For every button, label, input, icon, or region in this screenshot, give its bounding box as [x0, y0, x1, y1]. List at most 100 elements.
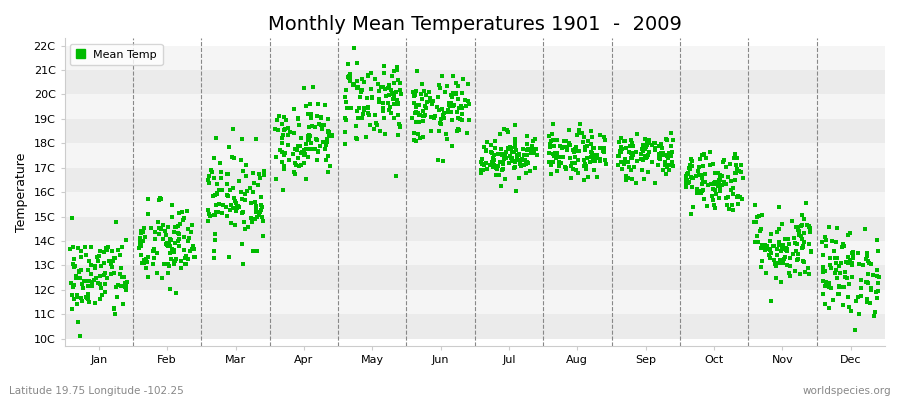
Point: [247, 188, 261, 195]
Point: [803, 225, 817, 232]
Point: [708, 187, 723, 194]
Point: [148, 236, 162, 242]
Point: [586, 155, 600, 162]
Point: [302, 146, 316, 152]
Point: [206, 248, 220, 254]
Point: [234, 210, 248, 216]
Point: [208, 237, 222, 244]
Point: [106, 304, 121, 311]
Point: [311, 149, 326, 155]
Point: [767, 242, 781, 249]
Point: [375, 105, 390, 112]
Point: [547, 143, 562, 150]
Point: [861, 280, 876, 286]
Point: [291, 142, 305, 149]
Point: [860, 299, 875, 305]
Point: [210, 190, 224, 196]
Point: [706, 196, 720, 203]
Point: [440, 83, 454, 89]
Point: [454, 111, 469, 117]
Point: [684, 156, 698, 162]
Point: [212, 187, 226, 194]
Point: [626, 150, 640, 156]
Bar: [65, 216, 885, 241]
Point: [850, 250, 865, 256]
Point: [569, 167, 583, 174]
Point: [701, 182, 716, 188]
Point: [827, 248, 842, 254]
Point: [442, 100, 456, 106]
Point: [636, 146, 651, 152]
Point: [72, 268, 86, 274]
Point: [871, 280, 886, 286]
Point: [69, 294, 84, 300]
Point: [597, 134, 611, 141]
Point: [407, 93, 421, 99]
Point: [297, 152, 311, 158]
Point: [320, 153, 335, 160]
Point: [291, 154, 305, 161]
Point: [135, 259, 149, 266]
Point: [550, 136, 564, 143]
Point: [382, 107, 397, 114]
Point: [454, 102, 469, 109]
Point: [775, 258, 789, 264]
Point: [715, 173, 729, 179]
Point: [132, 245, 147, 252]
Point: [204, 168, 219, 175]
Point: [597, 145, 611, 152]
Point: [597, 134, 611, 140]
Point: [799, 200, 814, 206]
Point: [433, 116, 447, 122]
Point: [212, 160, 227, 166]
Point: [692, 172, 706, 178]
Point: [435, 106, 449, 112]
Point: [819, 243, 833, 250]
Point: [448, 90, 463, 96]
Point: [256, 218, 271, 224]
Point: [830, 254, 844, 261]
Point: [640, 142, 654, 148]
Point: [491, 172, 506, 178]
Point: [315, 126, 329, 132]
Point: [863, 300, 878, 306]
Point: [385, 90, 400, 96]
Point: [431, 157, 446, 164]
Point: [177, 247, 192, 254]
Point: [840, 275, 854, 282]
Point: [658, 159, 672, 166]
Point: [759, 270, 773, 276]
Point: [514, 157, 528, 164]
Point: [484, 159, 499, 165]
Point: [861, 260, 876, 266]
Point: [278, 126, 293, 132]
Point: [797, 259, 812, 265]
Point: [228, 222, 242, 228]
Point: [517, 151, 531, 158]
Point: [320, 139, 335, 145]
Point: [842, 304, 857, 310]
Point: [598, 157, 612, 163]
Point: [854, 276, 868, 283]
Point: [270, 117, 284, 123]
Point: [73, 274, 87, 281]
Point: [660, 164, 674, 170]
Point: [776, 260, 790, 266]
Point: [815, 269, 830, 275]
Point: [577, 134, 591, 140]
Point: [548, 154, 562, 160]
Point: [598, 161, 613, 168]
Point: [180, 208, 194, 214]
Point: [302, 132, 317, 139]
Point: [638, 153, 652, 159]
Point: [684, 184, 698, 190]
Point: [162, 250, 176, 256]
Point: [750, 214, 764, 221]
Point: [508, 147, 523, 153]
Point: [804, 248, 818, 254]
Point: [802, 270, 816, 277]
Point: [68, 274, 83, 281]
Point: [73, 333, 87, 339]
Point: [133, 252, 148, 258]
Point: [367, 76, 382, 82]
